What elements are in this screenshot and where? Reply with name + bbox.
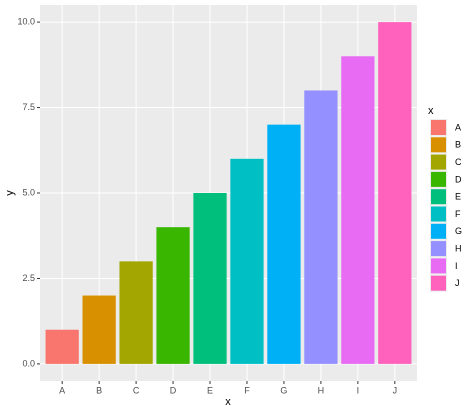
x-tick-label: F (244, 385, 250, 395)
bar (193, 193, 227, 364)
y-tick-label: 10.0 (17, 16, 35, 26)
bar (45, 329, 79, 364)
x-tick-label: A (59, 385, 65, 395)
legend-swatch (431, 137, 446, 153)
y-axis-title: y (4, 190, 16, 196)
y-tick-label: 0.0 (22, 358, 35, 368)
legend-label: A (455, 122, 461, 132)
legend-swatch (431, 241, 446, 257)
bar (304, 90, 338, 364)
legend-swatch (431, 154, 446, 170)
x-tick-label: E (207, 385, 213, 395)
legend-swatch (431, 206, 446, 222)
legend-label: J (455, 278, 460, 288)
x-tick-label: G (280, 385, 287, 395)
x-tick-label: J (393, 385, 398, 395)
bar (82, 295, 116, 364)
x-axis-title: x (225, 396, 231, 408)
legend-label: G (455, 226, 462, 236)
legend-label: C (455, 157, 462, 167)
y-tick-label: 2.5 (22, 273, 35, 283)
x-tick-label: H (318, 385, 325, 395)
legend-swatch (431, 189, 446, 205)
legend-swatch (431, 223, 446, 239)
legend-label: B (455, 140, 461, 150)
legend-title: x (428, 105, 434, 117)
legend-swatch (431, 171, 446, 187)
legend-label: F (455, 209, 461, 219)
bar (119, 261, 153, 364)
y-tick-label: 5.0 (22, 187, 35, 197)
bar (156, 227, 190, 364)
bar (230, 158, 264, 364)
y-tick-label: 7.5 (22, 102, 35, 112)
bar (267, 124, 301, 364)
x-tick-label: I (357, 385, 360, 395)
x-tick-label: C (133, 385, 140, 395)
legend-label: I (455, 261, 458, 271)
legend-swatch (431, 258, 446, 274)
legend-label: E (455, 192, 461, 202)
bar (378, 22, 412, 364)
legend-label: H (455, 243, 462, 253)
x-tick-label: D (170, 385, 177, 395)
x-tick-label: B (96, 385, 102, 395)
legend-swatch (431, 120, 446, 135)
bar (341, 56, 375, 364)
legend-label: D (455, 174, 462, 184)
legend-swatch (431, 275, 446, 291)
